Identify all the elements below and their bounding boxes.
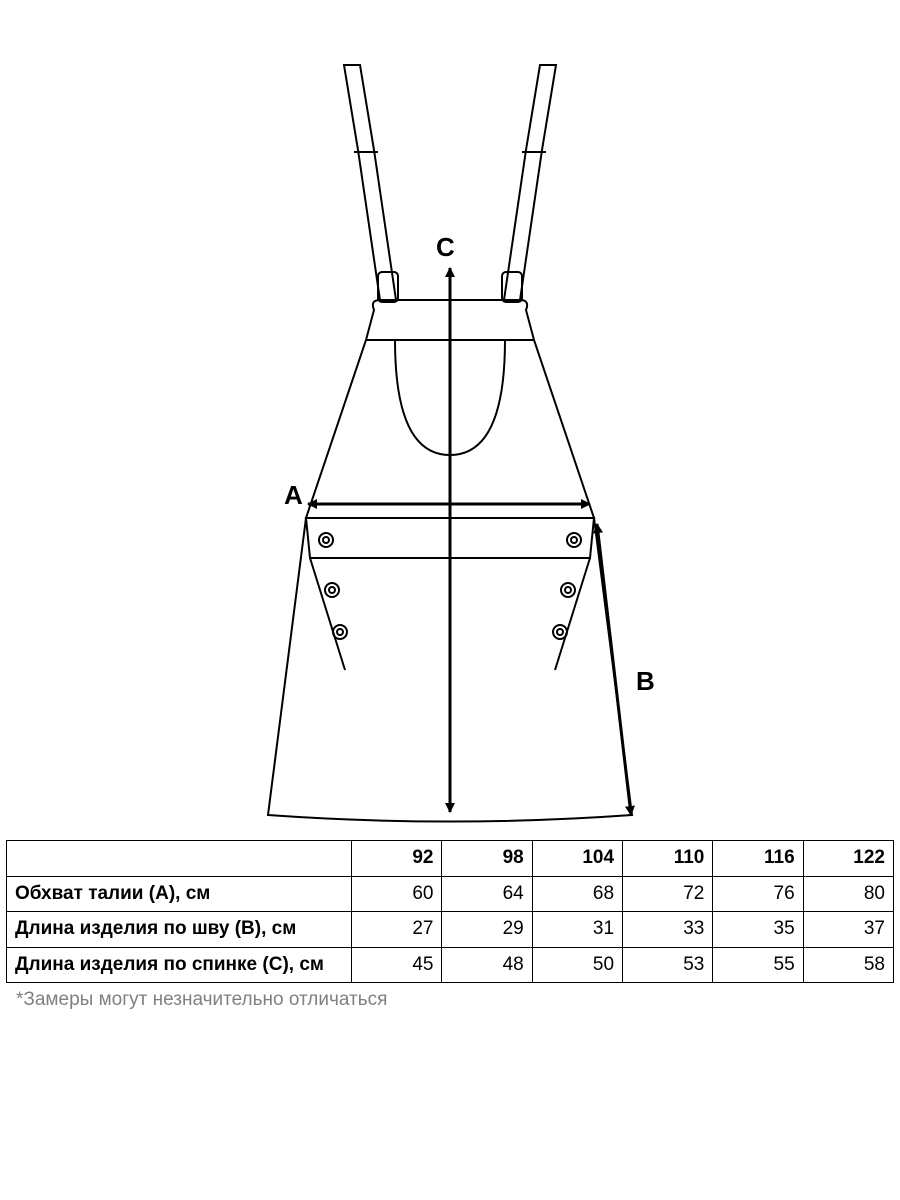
- table-header-row: 92 98 104 110 116 122: [7, 841, 894, 877]
- header-blank: [7, 841, 352, 877]
- table-row: Обхват талии (А), см 60 64 68 72 76 80: [7, 876, 894, 912]
- cell: 55: [713, 947, 803, 983]
- label-a: A: [284, 480, 303, 511]
- garment-svg: [0, 0, 900, 840]
- cell: 53: [623, 947, 713, 983]
- cell: 80: [803, 876, 893, 912]
- label-b: B: [636, 666, 655, 697]
- cell: 45: [352, 947, 442, 983]
- table-row: Длина изделия по шву (В), см 27 29 31 33…: [7, 912, 894, 948]
- col-header: 116: [713, 841, 803, 877]
- cell: 76: [713, 876, 803, 912]
- label-c: C: [436, 232, 455, 263]
- arrow-b-seam: [597, 524, 631, 815]
- table-row: Длина изделия по спинке (С), см 45 48 50…: [7, 947, 894, 983]
- cell: 29: [442, 912, 532, 948]
- cell: 68: [532, 876, 622, 912]
- cell: 58: [803, 947, 893, 983]
- cell: 33: [623, 912, 713, 948]
- footnote: *Замеры могут незначительно отличаться: [6, 989, 894, 1011]
- col-header: 104: [532, 841, 622, 877]
- size-table: 92 98 104 110 116 122 Обхват талии (А), …: [6, 840, 894, 983]
- row-label: Длина изделия по шву (В), см: [7, 912, 352, 948]
- col-header: 122: [803, 841, 893, 877]
- cell: 48: [442, 947, 532, 983]
- cell: 60: [352, 876, 442, 912]
- size-table-container: 92 98 104 110 116 122 Обхват талии (А), …: [6, 840, 894, 1011]
- cell: 27: [352, 912, 442, 948]
- garment-diagram: A B C: [0, 0, 900, 840]
- cell: 72: [623, 876, 713, 912]
- cell: 50: [532, 947, 622, 983]
- col-header: 92: [352, 841, 442, 877]
- cell: 35: [713, 912, 803, 948]
- row-label: Длина изделия по спинке (С), см: [7, 947, 352, 983]
- cell: 37: [803, 912, 893, 948]
- cell: 31: [532, 912, 622, 948]
- row-label: Обхват талии (А), см: [7, 876, 352, 912]
- col-header: 110: [623, 841, 713, 877]
- col-header: 98: [442, 841, 532, 877]
- cell: 64: [442, 876, 532, 912]
